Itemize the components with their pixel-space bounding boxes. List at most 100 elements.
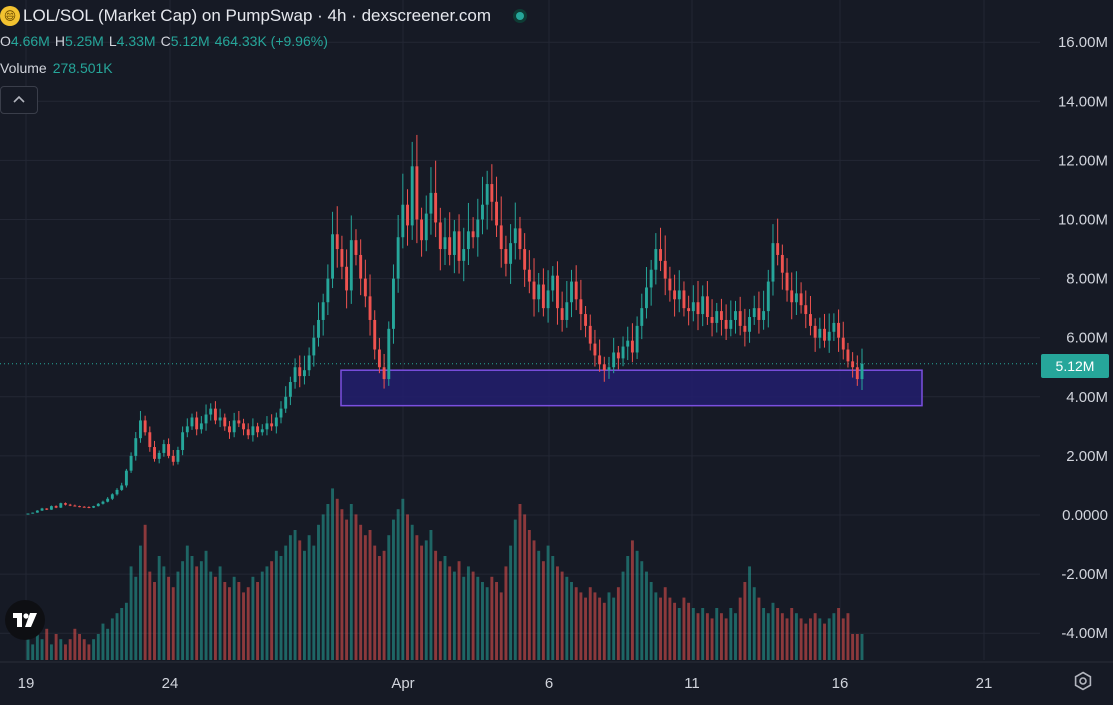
volume-bar [588, 587, 592, 660]
candle-body [555, 275, 559, 309]
volume-bar [87, 644, 91, 660]
volume-bar [448, 566, 452, 660]
volume-bar [204, 550, 208, 660]
volume-bar [162, 566, 166, 660]
volume-bar [757, 597, 761, 660]
candle-body [762, 311, 766, 320]
volume-bar [251, 576, 255, 660]
candle-body [82, 506, 86, 508]
volume-bar [598, 597, 602, 660]
candle-body [691, 302, 695, 312]
candle-body [640, 308, 644, 326]
candle-body [185, 426, 189, 433]
candle-body [462, 249, 466, 261]
candle-body [719, 311, 723, 320]
candle-body [457, 231, 461, 261]
volume-bar [59, 639, 63, 660]
candle-body [129, 455, 133, 471]
y-tick-label: 16.00M [1058, 34, 1108, 51]
volume-bar [153, 582, 156, 660]
candle-body [242, 423, 245, 430]
tradingview-logo-icon[interactable] [5, 600, 45, 640]
candle-body [228, 426, 231, 433]
volume-bar [584, 597, 588, 660]
volume-bar [602, 602, 606, 660]
candle-body [579, 299, 583, 315]
volume-bar [551, 556, 555, 660]
candle-body [302, 370, 306, 377]
candle-body [167, 444, 171, 456]
candle-body [499, 225, 503, 250]
candle-body [64, 503, 67, 505]
volume-bar [73, 628, 77, 660]
volume-bar [392, 519, 395, 660]
candle-series [26, 134, 864, 515]
volume-bar [523, 514, 527, 660]
candle-body [368, 296, 372, 320]
volume-bars [26, 488, 864, 660]
candle-body [340, 249, 344, 267]
volume-bar [855, 634, 859, 660]
candle-body [246, 429, 250, 436]
volume-bar [443, 556, 447, 660]
gear-icon[interactable] [1072, 670, 1094, 692]
volume-bar [35, 634, 39, 660]
y-tick-label: -4.00M [1061, 625, 1108, 642]
candle-body [293, 367, 297, 383]
candle-body [335, 234, 339, 250]
volume-bar [841, 618, 845, 660]
volume-bar [752, 587, 756, 660]
candle-body [729, 319, 733, 329]
volume-bar [612, 597, 616, 660]
volume-bar [832, 613, 836, 660]
volume-bar [335, 498, 339, 660]
candle-body [363, 278, 367, 297]
volume-bar [64, 644, 67, 660]
volume-bar [570, 582, 573, 660]
candle-body [401, 204, 405, 238]
collapse-legend-button[interactable] [0, 86, 38, 114]
chart-grid [0, 0, 1113, 663]
live-dot-icon[interactable] [513, 9, 528, 23]
candle-body [218, 417, 222, 421]
candle-body [124, 470, 128, 486]
candle-body [232, 420, 236, 433]
candle-body [607, 367, 611, 371]
volume-bar [701, 608, 705, 660]
volume-bar [213, 576, 217, 660]
volume-bar [54, 634, 58, 660]
candle-body [382, 367, 386, 380]
candle-body [687, 308, 691, 312]
candle-body [748, 317, 752, 332]
candle-body [256, 426, 260, 433]
volume-bar [705, 613, 709, 660]
candle-body [593, 343, 597, 356]
candle-body [541, 284, 545, 309]
candle-body [649, 269, 653, 288]
candle-body [846, 349, 850, 362]
volume-bar [485, 587, 489, 660]
volume-bar [565, 576, 569, 660]
change-value: 464.33K (+9.96%) [214, 33, 328, 49]
y-tick-label: 6.00M [1066, 330, 1108, 347]
candle-body [799, 293, 803, 306]
volume-bar [317, 524, 320, 660]
volume-bar [654, 592, 658, 660]
candle-body [743, 325, 747, 332]
volume-bar [246, 587, 250, 660]
support-zone-rectangle[interactable] [340, 369, 923, 407]
volume-bar [349, 504, 353, 660]
volume-bar [560, 571, 564, 660]
candle-body [120, 485, 124, 490]
last-price-badge: 5.12M [1041, 354, 1109, 378]
candle-body [771, 243, 775, 282]
x-tick-label: 21 [976, 675, 993, 692]
volume-bar [687, 602, 691, 660]
x-axis-ticks: 19 24 Apr 6 11 16 21 [18, 675, 993, 692]
volume-bar [181, 561, 185, 660]
volume-bar [49, 644, 53, 660]
candle-body [794, 293, 798, 303]
candle-body [776, 243, 780, 255]
volume-bar [527, 530, 531, 660]
